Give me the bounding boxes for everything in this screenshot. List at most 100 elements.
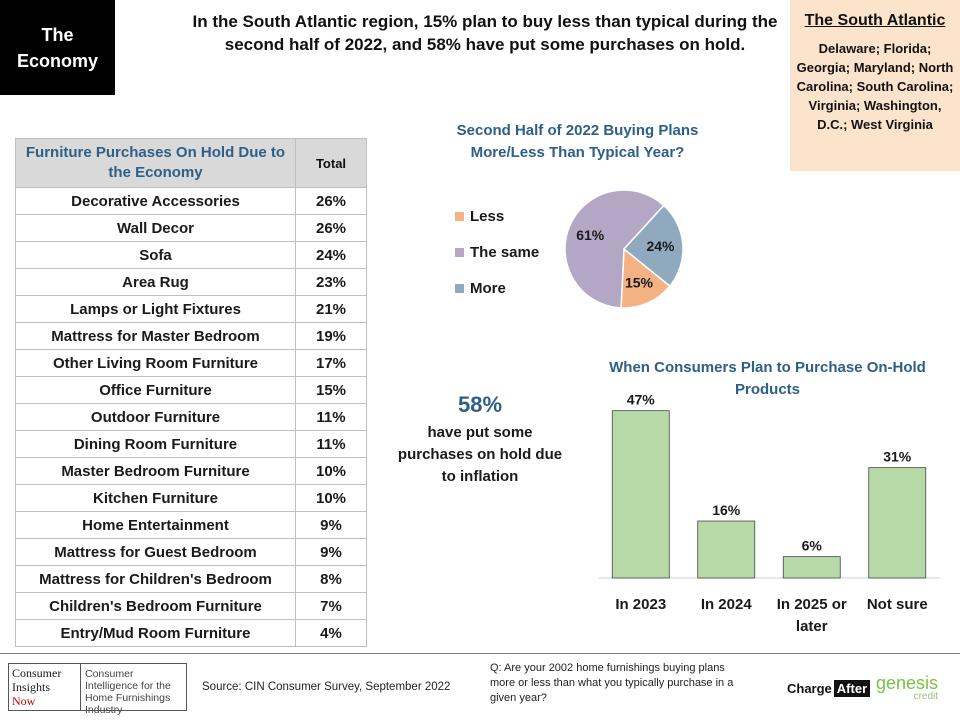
bar-category-label: In 2023 — [615, 596, 666, 613]
table-row: Kitchen Furniture 10% — [15, 484, 367, 512]
table-cell-item: Sofa — [15, 241, 296, 269]
region-title: The South Atlantic — [804, 12, 946, 29]
table-cell-total: 21% — [295, 295, 367, 323]
bar-category-label: In 2025 or — [777, 596, 847, 613]
legend-swatch — [455, 247, 464, 257]
table-row: Other Living Room Furniture 17% — [15, 349, 367, 377]
pie-slice — [620, 247, 671, 309]
chargeafter-logo: Charge After — [787, 680, 871, 697]
bar — [697, 520, 756, 579]
chargeafter-word1: Charge — [787, 681, 832, 696]
table-cell-item: Office Furniture — [15, 376, 296, 404]
pie-legend: Less The same More — [455, 198, 539, 306]
table-cell-item: Mattress for Children's Bedroom — [15, 565, 296, 593]
table-row: Mattress for Children's Bedroom 8% — [15, 565, 367, 593]
cin-logo-wordmark: Consumer Insights Now — [9, 664, 81, 710]
pie-data-label: 24% — [646, 238, 675, 254]
table-cell-item: Entry/Mud Room Furniture — [15, 619, 296, 647]
table-row: Office Furniture 15% — [15, 376, 367, 404]
legend-label: Less — [470, 207, 505, 225]
legend-label: More — [470, 279, 506, 297]
bar-data-label: 6% — [802, 538, 823, 554]
table-cell-total: 7% — [295, 592, 367, 620]
table-row: Entry/Mud Room Furniture 4% — [15, 619, 367, 647]
table-cell-item: Other Living Room Furniture — [15, 349, 296, 377]
legend-swatch — [455, 211, 464, 221]
table-header-item: Furniture Purchases On Hold Due to the E… — [15, 138, 296, 188]
cin-logo-line2: Insights — [12, 680, 51, 694]
table-cell-total: 4% — [295, 619, 367, 647]
table-cell-total: 8% — [295, 565, 367, 593]
table-cell-total: 9% — [295, 511, 367, 539]
pie-title: Second Half of 2022 Buying Plans More/Le… — [456, 122, 699, 161]
bar-chart: 47% In 2023 16% In 2024 6% In 2025 or later 31%… — [598, 392, 940, 635]
table-cell-total: 26% — [295, 187, 367, 215]
bar-category-label: In 2024 — [701, 596, 753, 613]
table-cell-item: Wall Decor — [15, 214, 296, 242]
table-header-total: Total — [295, 138, 367, 188]
chargeafter-word2: After — [833, 680, 871, 697]
table-row: Dining Room Furniture 11% — [15, 430, 367, 458]
table-cell-total: 19% — [295, 322, 367, 350]
table-body: Decorative Accessories 26% Wall Decor 26% So… — [15, 187, 367, 647]
region-states: Delaware; Florida; Georgia; Maryland; No… — [796, 41, 954, 132]
pie-data-label: 15% — [625, 274, 654, 290]
table-cell-total: 15% — [295, 376, 367, 404]
source-note: Source: CIN Consumer Survey, September 2… — [202, 681, 451, 693]
table-row: Outdoor Furniture 11% — [15, 403, 367, 431]
legend-item: More — [455, 270, 539, 306]
table-cell-item: Decorative Accessories — [15, 187, 296, 215]
pie-slice — [564, 189, 665, 309]
table-cell-total: 11% — [295, 430, 367, 458]
bar-title: When Consumers Plan to Purchase On-Hold … — [609, 359, 926, 398]
bar-data-label: 31% — [883, 449, 912, 465]
table-cell-item: Dining Room Furniture — [15, 430, 296, 458]
table-cell-item: Home Entertainment — [15, 511, 296, 539]
cin-logo-tagline: Consumer Intelligence for the Home Furni… — [85, 668, 171, 716]
table-cell-total: 23% — [295, 268, 367, 296]
legend-label: The same — [470, 243, 540, 261]
cin-logo: Consumer Insights Now Consumer Intellige… — [8, 663, 187, 716]
table-row: Wall Decor 26% — [15, 214, 367, 242]
genesis-logo: genesis credit — [876, 674, 938, 702]
table-cell-total: 24% — [295, 241, 367, 269]
bar — [868, 467, 927, 579]
stat-big-number: 58% — [457, 392, 503, 417]
table-header-row: Furniture Purchases On Hold Due to the E… — [15, 138, 367, 188]
genesis-word: genesis — [876, 673, 939, 693]
question-note: Q: Are your 2002 home furnishings buying… — [490, 662, 734, 704]
headline: In the South Atlantic region, 15% plan t… — [192, 12, 778, 54]
footer-rule — [0, 653, 960, 654]
economy-badge: The Economy — [0, 0, 115, 95]
stat-text: have put some purchases on hold due to i… — [397, 424, 563, 485]
table-cell-item: Lamps or Light Fixtures — [15, 295, 296, 323]
bar — [611, 410, 670, 579]
economy-badge-line2: Economy — [16, 50, 99, 71]
stat-callout: 58% have put some purchases on hold due … — [395, 392, 565, 488]
pie-data-label: 61% — [576, 227, 605, 243]
bar-category-label: Not sure — [867, 596, 928, 613]
pie-slice — [622, 204, 684, 288]
bar — [782, 556, 841, 579]
table-row: Area Rug 23% — [15, 268, 367, 296]
genesis-credit: credit — [913, 691, 939, 702]
furniture-table: Furniture Purchases On Hold Due to the E… — [15, 138, 367, 647]
table-cell-item: Outdoor Furniture — [15, 403, 296, 431]
table-cell-total: 11% — [295, 403, 367, 431]
table-row: Lamps or Light Fixtures 21% — [15, 295, 367, 323]
bar-data-label: 16% — [712, 502, 741, 518]
table-row: Sofa 24% — [15, 241, 367, 269]
legend-item: Less — [455, 198, 539, 234]
table-row: Home Entertainment 9% — [15, 511, 367, 539]
cin-logo-line1: Consumer — [12, 666, 62, 680]
legend-swatch — [455, 283, 464, 293]
legend-item: The same — [455, 234, 539, 270]
table-row: Decorative Accessories 26% — [15, 187, 367, 215]
pie-chart: 15% 61% 24% — [564, 189, 684, 309]
table-row: Children's Bedroom Furniture 7% — [15, 592, 367, 620]
bar-data-label: 47% — [627, 392, 656, 408]
table-cell-item: Mattress for Guest Bedroom — [15, 538, 296, 566]
bar-category-label: later — [796, 618, 828, 635]
cin-logo-line3: Now — [12, 694, 36, 708]
table-cell-total: 10% — [295, 484, 367, 512]
